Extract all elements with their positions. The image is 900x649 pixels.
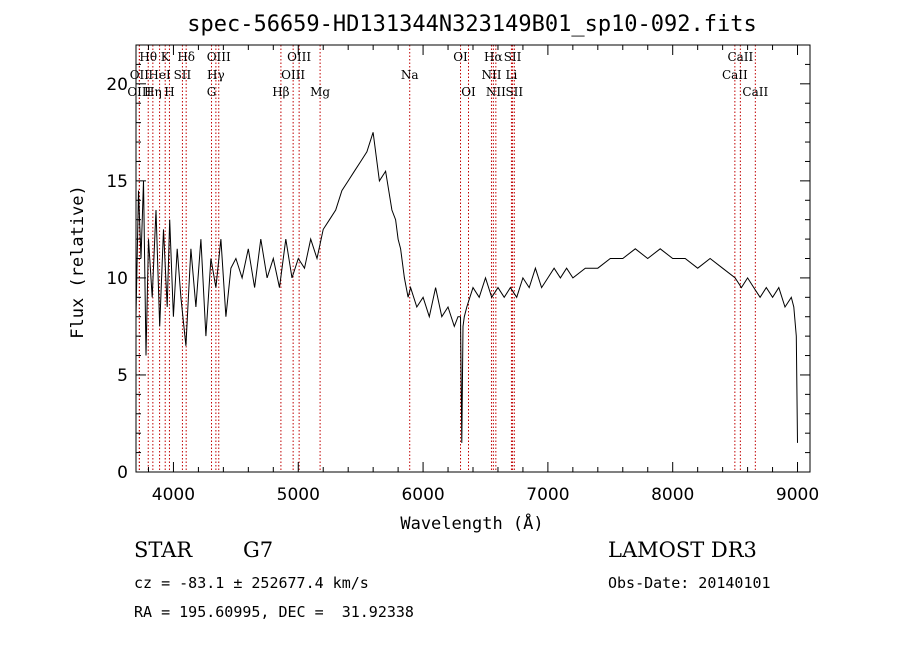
object-subclass: G7: [243, 538, 274, 562]
y-tick-label: 10: [106, 269, 128, 289]
spectral-line-label: K: [161, 50, 171, 64]
obs-date-text: Obs-Date: 20140101: [608, 574, 771, 592]
y-tick-label: 20: [106, 75, 128, 95]
spectrum-line: [135, 132, 798, 443]
spectral-line-label: SII: [505, 85, 523, 99]
y-axis-label: Flux (relative): [68, 185, 88, 339]
x-tick-label: 9000: [776, 485, 819, 505]
spectral-line-label: OIII: [281, 68, 305, 82]
object-class: STAR: [134, 538, 193, 562]
x-tick-label: 7000: [526, 485, 569, 505]
spectral-line-label: G: [207, 85, 217, 99]
spectral-line-label: OIII: [207, 50, 231, 64]
plot-frame: [135, 44, 811, 473]
x-tick-label: 8000: [651, 485, 694, 505]
spectral-line-label: OIII: [287, 50, 311, 64]
spectral-line-label: Hβ: [272, 85, 289, 99]
spectral-line-label: Hθ: [139, 50, 157, 64]
spectral-line-label: OIII: [127, 85, 151, 99]
y-tick-label: 15: [106, 172, 128, 192]
spectral-line-label: SII: [504, 50, 522, 64]
spectral-line-markers: [138, 45, 756, 472]
spectral-line-label: CaII: [727, 50, 753, 64]
spectral-line-label: Li: [506, 68, 518, 82]
spectral-line-label: CaII: [722, 68, 748, 82]
chart-title: spec-56659-HD131344N323149B01_sp10-092.f…: [187, 12, 757, 37]
axis-tick-labels: 4000 5000 6000 7000 8000 9000 0 5 10 15 20: [106, 75, 819, 505]
spectral-line-label: NII: [481, 68, 501, 82]
axis-ticks: [136, 44, 810, 473]
y-tick-label: 5: [117, 366, 128, 386]
spectral-line-label: Na: [401, 68, 419, 82]
y-tick-label: 0: [117, 463, 128, 483]
spectral-line-label: OII: [130, 68, 150, 82]
spectral-line-label: H: [164, 85, 174, 99]
survey-name: LAMOST DR3: [608, 538, 757, 562]
x-axis-label: Wavelength (Å): [400, 512, 543, 534]
x-tick-label: 5000: [277, 485, 320, 505]
coordinates-text: RA = 195.60995, DEC = 31.92338: [134, 603, 414, 621]
spectral-line-label: NII: [486, 85, 506, 99]
spectral-line-label: Hα: [484, 50, 503, 64]
redshift-text: cz = -83.1 ± 252677.4 km/s: [134, 574, 369, 592]
spectral-line-label: Hγ: [207, 68, 225, 82]
spectral-line-label: Mg: [310, 85, 330, 99]
spectral-line-label: Hη: [144, 85, 162, 99]
x-tick-label: 6000: [401, 485, 444, 505]
spectral-line-label: CaII: [742, 85, 768, 99]
spectral-line-label: OI: [453, 50, 468, 64]
spectral-line-label: HeI: [148, 68, 171, 82]
spectral-line-label: Hδ: [177, 50, 195, 64]
x-tick-label: 4000: [152, 485, 195, 505]
spectral-line-label: SII: [174, 68, 192, 82]
spectral-line-label: OI: [461, 85, 476, 99]
